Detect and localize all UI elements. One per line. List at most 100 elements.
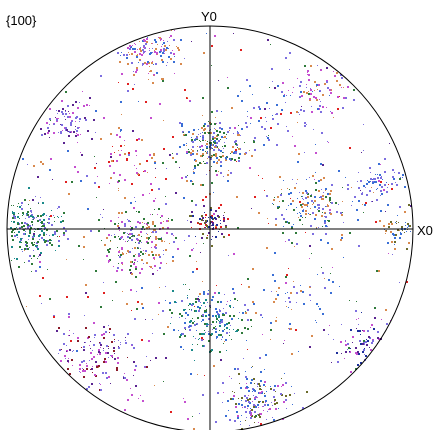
data-point-cluster-8 <box>118 263 119 264</box>
data-point-cluster-12 <box>130 388 131 389</box>
data-point-cluster-8 <box>158 238 160 240</box>
data-point-cluster-11 <box>368 336 370 338</box>
data-point-cluster-13 <box>264 393 265 394</box>
data-point-scatter <box>149 193 150 194</box>
data-point-cluster-12 <box>106 345 108 347</box>
data-point-cluster-1 <box>217 135 218 136</box>
data-point-cluster-5 <box>377 174 378 175</box>
data-point-cluster-14 <box>128 152 130 154</box>
data-point-cluster-8 <box>155 244 157 246</box>
data-point-cluster-10 <box>245 311 246 312</box>
data-point-cluster-3 <box>319 105 321 107</box>
data-point-scatter <box>103 117 105 119</box>
data-point-cluster-7 <box>32 225 33 226</box>
data-point-cluster-0 <box>155 63 157 65</box>
data-point-cluster-10 <box>219 325 221 327</box>
data-point-cluster-1 <box>253 141 255 143</box>
data-point-cluster-14 <box>120 145 122 147</box>
data-point-cluster-1 <box>223 132 225 134</box>
data-point-scatter <box>318 190 320 192</box>
data-point-cluster-12 <box>73 350 74 351</box>
data-point-cluster-12 <box>90 348 91 349</box>
data-point-cluster-3 <box>289 69 290 70</box>
data-point-cluster-3 <box>293 87 294 88</box>
data-point-cluster-4 <box>306 204 308 206</box>
data-point-cluster-1 <box>218 140 219 141</box>
data-point-cluster-10 <box>202 314 204 316</box>
data-point-cluster-8 <box>157 214 158 215</box>
data-point-cluster-4 <box>324 216 325 217</box>
data-point-cluster-13 <box>262 406 263 407</box>
data-point-cluster-5 <box>386 191 388 193</box>
data-point-scatter <box>127 90 129 92</box>
data-point-scatter <box>163 381 164 382</box>
data-point-cluster-13 <box>245 420 246 421</box>
data-point-scatter <box>12 217 14 219</box>
data-point-cluster-9 <box>203 205 205 207</box>
data-point-cluster-10 <box>241 319 243 321</box>
data-point-cluster-3 <box>307 74 308 75</box>
data-point-cluster-7 <box>46 244 48 246</box>
data-point-scatter <box>103 209 104 210</box>
data-point-scatter <box>292 136 293 137</box>
data-point-cluster-8 <box>118 223 119 224</box>
data-point-cluster-1 <box>239 153 241 155</box>
data-point-cluster-11 <box>369 347 370 348</box>
data-point-cluster-10 <box>205 332 206 333</box>
data-point-cluster-1 <box>195 160 197 162</box>
data-point-cluster-1 <box>206 146 208 148</box>
data-point-cluster-6 <box>404 211 406 213</box>
data-point-cluster-12 <box>109 328 111 330</box>
data-point-cluster-16 <box>245 122 247 124</box>
data-point-cluster-14 <box>150 183 152 185</box>
data-point-cluster-4 <box>340 212 342 214</box>
data-point-cluster-12 <box>111 355 113 357</box>
data-point-cluster-11 <box>360 362 362 364</box>
data-point-cluster-10 <box>203 291 205 293</box>
data-point-cluster-1 <box>221 136 223 138</box>
data-point-cluster-10 <box>236 330 238 332</box>
data-point-scatter <box>329 209 331 211</box>
data-point-cluster-12 <box>145 319 146 320</box>
data-point-scatter <box>237 227 239 229</box>
data-point-scatter <box>126 303 128 305</box>
data-point-scatter <box>80 180 82 182</box>
data-point-cluster-10 <box>173 329 175 331</box>
data-point-cluster-12 <box>107 352 108 353</box>
data-point-cluster-6 <box>397 229 399 231</box>
data-point-cluster-11 <box>358 318 359 319</box>
data-point-scatter <box>132 130 134 132</box>
data-point-cluster-8 <box>152 268 153 269</box>
data-point-cluster-5 <box>381 178 382 179</box>
data-point-scatter <box>231 318 233 320</box>
data-point-cluster-7 <box>57 216 58 217</box>
data-point-cluster-10 <box>195 310 197 312</box>
data-point-scatter <box>378 270 380 272</box>
data-point-cluster-8 <box>161 240 163 242</box>
data-point-cluster-8 <box>147 242 149 244</box>
data-point-cluster-13 <box>234 392 235 393</box>
data-point-scatter <box>314 179 315 180</box>
data-point-scatter <box>399 178 401 180</box>
data-point-cluster-7 <box>22 238 23 239</box>
data-point-cluster-7 <box>32 224 33 225</box>
data-point-cluster-4 <box>343 222 344 223</box>
data-point-cluster-15 <box>289 301 291 303</box>
data-point-cluster-1 <box>193 171 194 172</box>
data-point-cluster-8 <box>141 242 142 243</box>
data-point-cluster-1 <box>188 131 190 133</box>
data-point-cluster-12 <box>71 359 73 361</box>
data-point-cluster-1 <box>202 132 203 133</box>
data-point-cluster-1 <box>163 120 164 121</box>
data-point-cluster-2 <box>58 110 60 112</box>
data-point-scatter <box>301 106 302 107</box>
data-point-scatter <box>353 99 355 101</box>
data-point-cluster-1 <box>219 122 221 124</box>
data-point-cluster-8 <box>157 238 158 239</box>
data-point-cluster-0 <box>134 48 136 50</box>
data-point-scatter <box>187 97 188 98</box>
data-point-cluster-7 <box>49 242 51 244</box>
data-point-cluster-4 <box>291 242 293 244</box>
data-point-cluster-13 <box>260 385 261 386</box>
data-point-cluster-12 <box>98 349 100 351</box>
